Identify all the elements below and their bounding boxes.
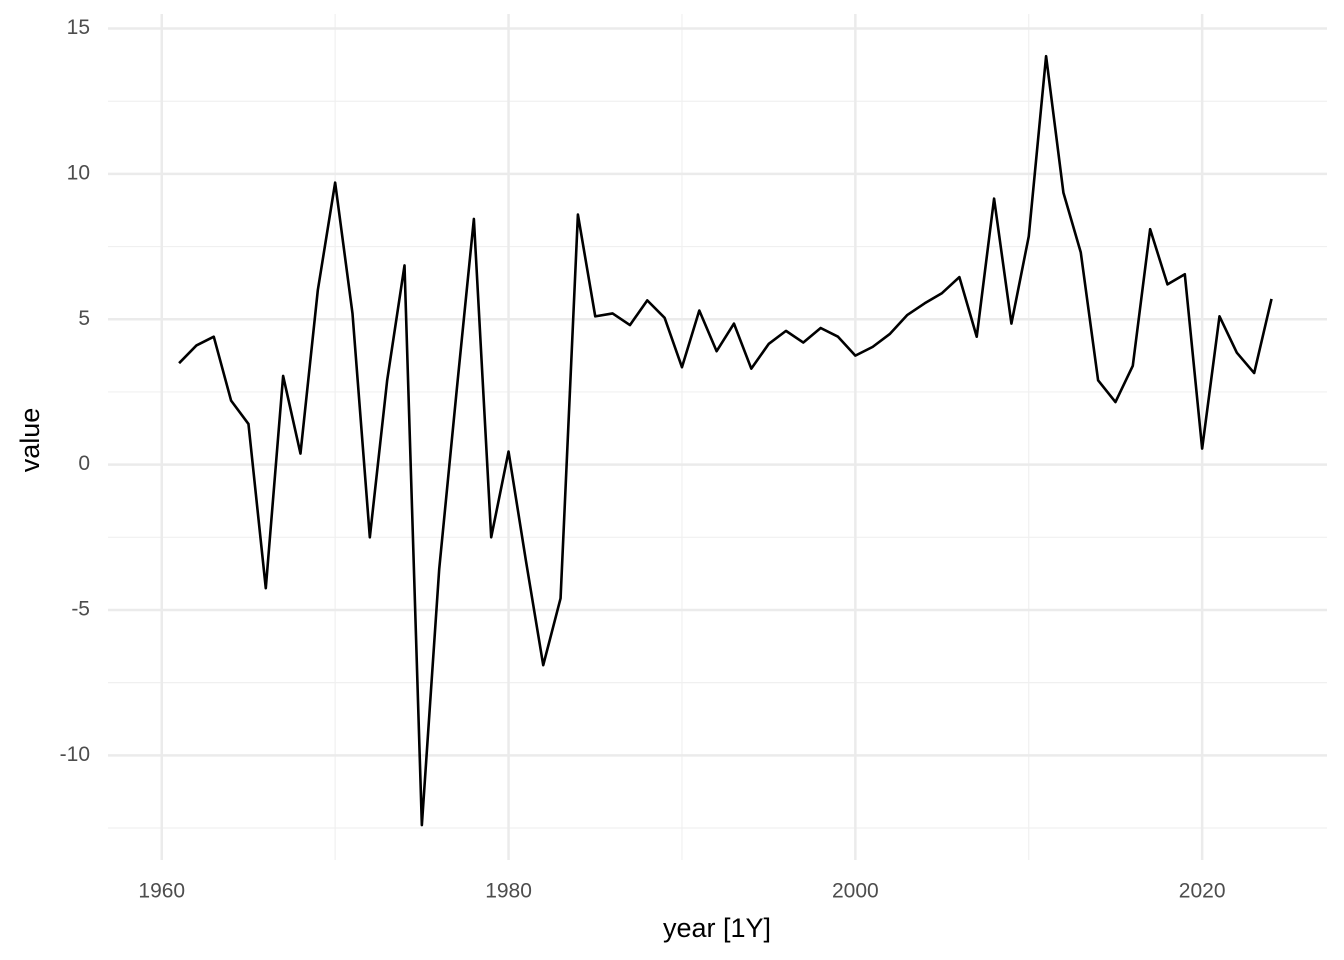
y-tick-label: 5 [78,307,90,330]
x-tick-label: 2020 [1179,880,1226,903]
x-tick-label: 2000 [832,880,879,903]
x-tick-label: 1960 [138,880,185,903]
y-tick-label: 15 [67,16,90,39]
y-tick-label: -5 [71,598,90,621]
x-axis-title: year [1Y] [663,913,771,943]
x-tick-label: 1980 [485,880,532,903]
y-axis-title: value [15,408,45,473]
y-tick-label: 0 [78,452,90,475]
y-tick-label: 10 [67,161,90,184]
data-line [178,54,1273,827]
y-tick-label: -10 [60,743,90,766]
